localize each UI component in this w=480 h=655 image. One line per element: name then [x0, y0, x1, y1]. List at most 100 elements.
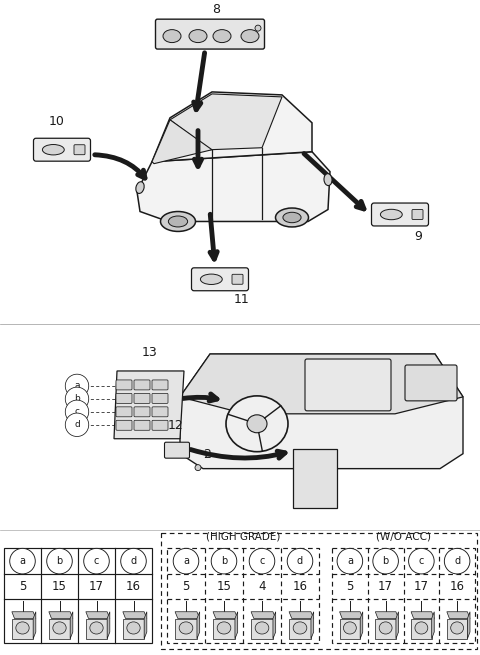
Polygon shape — [86, 618, 107, 639]
Ellipse shape — [42, 145, 64, 155]
Polygon shape — [432, 612, 434, 639]
Text: a: a — [183, 556, 189, 566]
Ellipse shape — [293, 622, 307, 634]
Bar — [4, 548, 152, 643]
FancyBboxPatch shape — [152, 380, 168, 390]
Ellipse shape — [16, 622, 29, 634]
Ellipse shape — [283, 212, 301, 223]
Text: 16: 16 — [450, 580, 465, 593]
Text: 11: 11 — [234, 293, 250, 307]
Polygon shape — [49, 618, 70, 639]
FancyBboxPatch shape — [405, 365, 457, 401]
Ellipse shape — [201, 274, 222, 284]
Text: 12: 12 — [168, 419, 184, 432]
Polygon shape — [360, 612, 363, 639]
Ellipse shape — [255, 25, 261, 31]
Polygon shape — [375, 618, 396, 639]
Bar — [332, 548, 475, 643]
Ellipse shape — [189, 29, 207, 43]
Polygon shape — [251, 612, 276, 618]
FancyBboxPatch shape — [305, 359, 391, 411]
FancyBboxPatch shape — [116, 380, 132, 390]
Text: d: d — [131, 556, 137, 566]
FancyBboxPatch shape — [116, 394, 132, 403]
FancyBboxPatch shape — [372, 203, 429, 226]
Polygon shape — [144, 612, 147, 639]
Text: c: c — [74, 407, 80, 417]
Text: 5: 5 — [19, 580, 26, 593]
Text: 4: 4 — [258, 580, 266, 593]
FancyBboxPatch shape — [74, 145, 85, 155]
Ellipse shape — [136, 181, 144, 193]
Polygon shape — [213, 612, 238, 618]
Text: 5: 5 — [182, 580, 190, 593]
Text: b: b — [383, 556, 389, 566]
Text: 9: 9 — [414, 231, 422, 244]
FancyBboxPatch shape — [152, 421, 168, 430]
Ellipse shape — [451, 622, 464, 634]
FancyBboxPatch shape — [165, 442, 190, 458]
Text: a: a — [20, 556, 25, 566]
Polygon shape — [289, 612, 314, 618]
Text: d: d — [454, 556, 460, 566]
Text: c: c — [94, 556, 99, 566]
Polygon shape — [375, 612, 398, 618]
Text: a: a — [347, 556, 353, 566]
Ellipse shape — [217, 622, 231, 634]
Ellipse shape — [160, 212, 195, 231]
Polygon shape — [339, 612, 363, 618]
Text: d: d — [74, 421, 80, 429]
Ellipse shape — [379, 622, 392, 634]
FancyBboxPatch shape — [156, 19, 264, 49]
Ellipse shape — [127, 622, 140, 634]
Ellipse shape — [90, 622, 103, 634]
Polygon shape — [137, 152, 330, 221]
FancyBboxPatch shape — [152, 407, 168, 417]
Polygon shape — [213, 618, 235, 639]
FancyBboxPatch shape — [34, 138, 91, 161]
Polygon shape — [468, 612, 470, 639]
Ellipse shape — [381, 210, 402, 219]
Text: 10: 10 — [49, 115, 65, 128]
Text: (W/O ACC): (W/O ACC) — [376, 531, 431, 542]
Bar — [167, 548, 319, 643]
Text: 17: 17 — [89, 580, 104, 593]
Text: 17: 17 — [378, 580, 393, 593]
Polygon shape — [86, 612, 110, 618]
Text: a: a — [74, 381, 80, 390]
Polygon shape — [251, 618, 273, 639]
Ellipse shape — [324, 174, 332, 185]
Polygon shape — [33, 612, 36, 639]
Text: 17: 17 — [414, 580, 429, 593]
Text: 16: 16 — [292, 580, 308, 593]
Polygon shape — [152, 120, 212, 164]
Polygon shape — [197, 612, 200, 639]
Text: 15: 15 — [216, 580, 231, 593]
Polygon shape — [289, 618, 311, 639]
Polygon shape — [123, 618, 144, 639]
Polygon shape — [235, 612, 238, 639]
Bar — [161, 533, 477, 649]
Ellipse shape — [255, 622, 269, 634]
Ellipse shape — [213, 29, 231, 43]
Polygon shape — [152, 92, 312, 162]
Polygon shape — [180, 354, 463, 414]
Polygon shape — [447, 618, 468, 639]
Polygon shape — [311, 612, 314, 639]
Text: b: b — [56, 556, 62, 566]
FancyBboxPatch shape — [116, 407, 132, 417]
Polygon shape — [175, 618, 197, 639]
Ellipse shape — [226, 396, 288, 452]
Text: 8: 8 — [212, 3, 220, 16]
FancyBboxPatch shape — [134, 380, 150, 390]
Polygon shape — [411, 618, 432, 639]
Text: b: b — [74, 394, 80, 403]
Polygon shape — [273, 612, 276, 639]
FancyBboxPatch shape — [134, 421, 150, 430]
FancyBboxPatch shape — [116, 421, 132, 430]
Ellipse shape — [344, 622, 356, 634]
Ellipse shape — [168, 216, 188, 227]
FancyBboxPatch shape — [232, 274, 243, 284]
FancyArrowPatch shape — [95, 155, 145, 178]
Text: c: c — [259, 556, 264, 566]
